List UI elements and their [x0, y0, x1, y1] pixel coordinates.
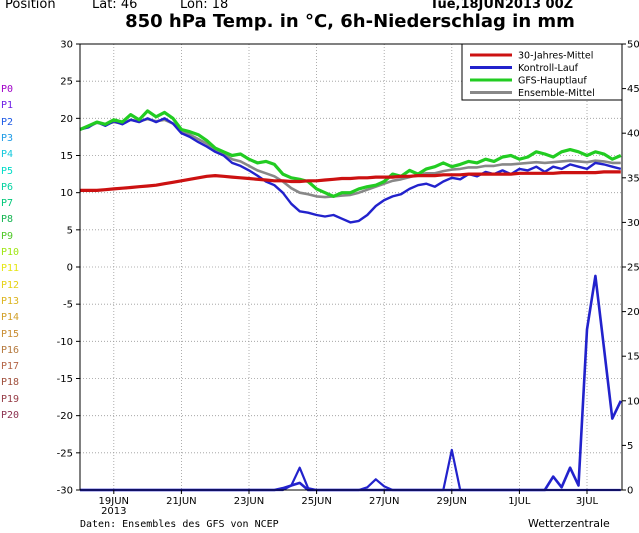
x-tick-label: 21JUN	[166, 496, 196, 507]
member-label: P11	[1, 263, 20, 275]
member-label: P2	[1, 116, 14, 128]
y-right-tick-label: 50	[627, 40, 639, 51]
legend-label: 30-Jahres-Mittel	[518, 51, 593, 62]
legend-label: Kontroll-Lauf	[518, 63, 579, 74]
y-left-tick-label: -10	[57, 337, 73, 348]
x-tick-label: 1JUL	[508, 496, 531, 507]
header-lon: Lon: 18	[180, 0, 229, 12]
series-line-kontroll-lauf	[79, 117, 622, 224]
y-left-tick-label: -30	[57, 486, 73, 497]
x-tick-label: 3JUL	[576, 496, 599, 507]
y-left-tick-label: 10	[60, 188, 73, 199]
y-left-tick-label: 20	[60, 114, 73, 125]
chart-title: 850 hPa Temp. in °C, 6h-Niederschlag in …	[125, 11, 575, 32]
grid	[80, 43, 622, 491]
member-label: P9	[1, 230, 14, 242]
member-label: P7	[1, 198, 14, 210]
footer-brand: Wetterzentrale	[528, 517, 610, 530]
x-tick-label: 27JUN	[369, 496, 399, 507]
y-left-tick-label: 25	[60, 77, 73, 88]
header-lat: Lat: 46	[92, 0, 138, 12]
member-label: P14	[1, 312, 20, 324]
x-tick-label: 29JUN	[437, 496, 467, 507]
member-label: P17	[1, 361, 20, 373]
series-line-gfs-hauptlauf	[79, 109, 622, 198]
y-right-tick-label: 35	[627, 173, 639, 184]
y-right-tick-label: 0	[627, 486, 633, 497]
member-label: P12	[1, 279, 20, 291]
member-label: P3	[1, 132, 14, 144]
x-tick-label: 19JUN	[99, 496, 129, 507]
header-position: Position	[5, 0, 56, 12]
member-label: P8	[1, 214, 14, 226]
y-right-tick-label: 25	[627, 263, 639, 274]
y-left-tick-label: -5	[63, 300, 73, 311]
y-left-tick-label: 15	[60, 151, 73, 162]
y-right-tick-label: 5	[627, 441, 633, 452]
series	[79, 109, 622, 492]
axes: 302520151050-5-10-15-20-25-3050454035302…	[57, 40, 639, 518]
member-label: P1	[1, 100, 14, 112]
y-left-tick-label: -25	[57, 448, 73, 459]
y-right-tick-label: 20	[627, 307, 639, 318]
x-year-label: 2013	[101, 506, 126, 517]
y-left-tick-label: -15	[57, 374, 73, 385]
series-line-gfs-hauptlauf-niederschlag	[80, 274, 622, 492]
member-label: P0	[1, 84, 14, 95]
member-label: P18	[1, 377, 20, 389]
legend-label: GFS-Hauptlauf	[518, 76, 587, 87]
member-label: P19	[1, 393, 20, 405]
legend-box	[461, 43, 623, 101]
y-right-tick-label: 10	[627, 396, 639, 407]
member-label: P16	[1, 344, 20, 356]
series-line-kontroll-lauf-niederschlag	[80, 448, 621, 492]
member-label: P13	[1, 295, 20, 307]
y-left-tick-label: 30	[60, 40, 73, 51]
y-left-tick-label: 5	[67, 225, 73, 236]
footer-source: Daten: Ensembles des GFS von NCEP	[80, 519, 279, 530]
y-right-tick-label: 30	[627, 218, 639, 229]
header-run: Tue,18JUN2013 00Z	[430, 0, 574, 12]
member-label: P15	[1, 328, 20, 340]
y-left-tick-label: -20	[57, 411, 73, 422]
y-right-tick-label: 15	[627, 352, 639, 363]
series-line-30-jahres-mittel	[80, 170, 621, 192]
y-right-tick-label: 40	[627, 129, 639, 140]
x-tick-label: 25JUN	[301, 496, 331, 507]
y-right-tick-label: 45	[627, 84, 639, 95]
member-label: P6	[1, 181, 14, 193]
x-tick-label: 23JUN	[234, 496, 264, 507]
member-label: P4	[1, 149, 14, 161]
member-label: P20	[1, 410, 20, 421]
member-label: P10	[1, 247, 20, 258]
legend-label: Ensemble-Mittel	[518, 88, 595, 99]
member-label: P5	[1, 165, 14, 177]
y-left-tick-label: 0	[67, 263, 73, 274]
